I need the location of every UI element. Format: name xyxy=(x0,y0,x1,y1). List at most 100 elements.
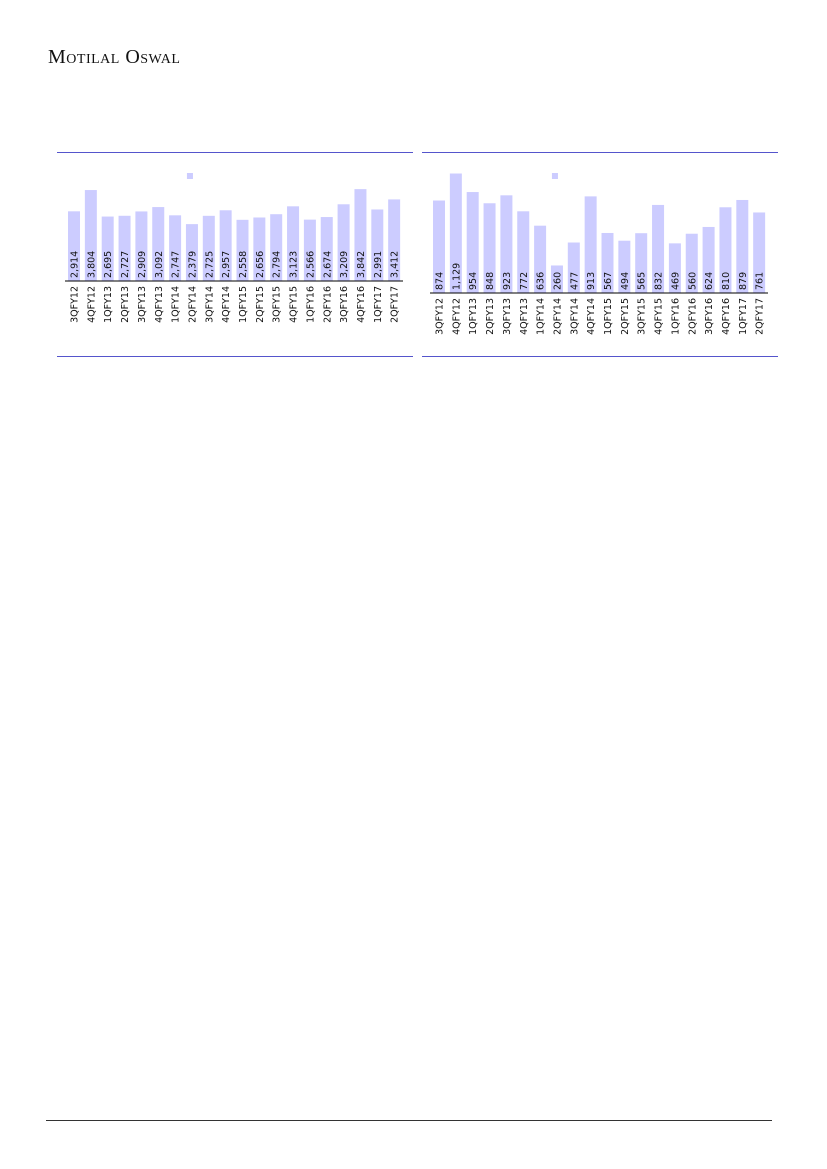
data-label: 477 xyxy=(569,272,580,290)
bar-chart-right: 874 3QFY12 1,129 4QFY12 954 1QFY13 848 2QFY13 92… xyxy=(422,152,778,357)
x-tick-label: 2QFY15 xyxy=(255,286,266,323)
data-label: 761 xyxy=(755,272,766,290)
x-tick-label: 2QFY17 xyxy=(390,286,401,323)
bar-2QFY16 xyxy=(320,217,333,281)
data-label: 2,379 xyxy=(187,251,198,278)
data-label: 2,656 xyxy=(255,251,266,278)
bar-4QFY14 xyxy=(219,210,232,281)
data-label: 2,991 xyxy=(373,251,384,278)
bar-4QFY14 xyxy=(584,196,597,293)
bar-4QFY12 xyxy=(84,190,97,281)
bar-2QFY13 xyxy=(118,215,131,281)
data-label: 3,123 xyxy=(289,251,300,278)
x-tick-label: 2QFY13 xyxy=(120,286,131,323)
x-tick-label: 3QFY15 xyxy=(637,298,648,335)
x-tick-label: 4QFY15 xyxy=(654,298,665,335)
bar-1QFY17 xyxy=(371,209,384,281)
bar-4QFY16 xyxy=(719,207,732,293)
x-tick-label: 3QFY13 xyxy=(502,298,513,335)
bar-4QFY13 xyxy=(517,211,530,293)
data-label: 3,209 xyxy=(339,251,350,278)
data-label: 3,412 xyxy=(390,251,401,278)
x-tick-label: 2QFY15 xyxy=(620,298,631,335)
data-label: 2,747 xyxy=(171,251,182,278)
data-label: 560 xyxy=(687,272,698,290)
x-tick-label: 1QFY13 xyxy=(103,286,114,323)
bar-2QFY15 xyxy=(618,240,631,293)
data-label: 2,957 xyxy=(221,251,232,278)
data-label: 624 xyxy=(704,272,715,290)
bar-3QFY15 xyxy=(635,233,648,293)
x-tick-label: 4QFY13 xyxy=(154,286,165,323)
x-tick-label: 1QFY15 xyxy=(603,298,614,335)
x-tick-label: 1QFY16 xyxy=(305,286,316,323)
data-label: 913 xyxy=(586,272,597,290)
x-tick-label: 1QFY17 xyxy=(373,286,384,323)
bar-1QFY15 xyxy=(601,232,614,293)
x-tick-label: 2QFY13 xyxy=(485,298,496,335)
x-tick-label: 3QFY13 xyxy=(137,286,148,323)
bar-1QFY16 xyxy=(668,243,681,293)
data-label: 636 xyxy=(536,272,547,290)
bar-1QFY14 xyxy=(169,215,182,281)
data-label: 3,842 xyxy=(356,251,367,278)
bar-4QFY16 xyxy=(354,189,367,281)
data-label: 2,674 xyxy=(322,251,333,278)
data-label: 879 xyxy=(738,272,749,290)
x-tick-label: 4QFY16 xyxy=(721,298,732,335)
bar-3QFY12 xyxy=(433,200,445,293)
x-tick-label: 2QFY17 xyxy=(755,298,766,335)
x-tick-label: 3QFY12 xyxy=(435,298,446,335)
x-tick-label: 1QFY15 xyxy=(238,286,249,323)
data-label: 810 xyxy=(721,272,732,290)
chart-svg: 2,914 3QFY12 3,804 4QFY12 2,695 1QFY13 2,727 2Q… xyxy=(65,173,403,323)
footer-divider xyxy=(46,1120,772,1121)
bar-3QFY13 xyxy=(135,211,148,281)
data-label: 567 xyxy=(603,272,614,290)
brand-logo: Motilal Oswal xyxy=(48,46,181,68)
data-label: 565 xyxy=(637,272,648,290)
data-label: 2,695 xyxy=(103,251,114,278)
bar-2QFY15 xyxy=(253,217,266,281)
data-label: 2,794 xyxy=(272,251,283,278)
data-label: 954 xyxy=(468,272,479,290)
bar-2QFY14 xyxy=(550,265,563,293)
bar-3QFY14 xyxy=(202,215,215,281)
data-label: 494 xyxy=(620,272,631,290)
bar-3QFY14 xyxy=(567,242,580,293)
data-label: 2,566 xyxy=(305,251,316,278)
data-label: 3,804 xyxy=(86,251,97,278)
bar-2QFY16 xyxy=(685,233,698,293)
bar-3QFY16 xyxy=(702,226,715,293)
data-label: 1,129 xyxy=(451,263,462,290)
bar-4QFY15 xyxy=(287,206,300,281)
bar-4QFY13 xyxy=(152,207,165,281)
bar-1QFY15 xyxy=(236,219,249,281)
x-tick-label: 3QFY12 xyxy=(70,286,81,323)
x-tick-label: 2QFY16 xyxy=(322,286,333,323)
bar-1QFY13 xyxy=(466,192,479,293)
legend-marker xyxy=(186,173,193,179)
bar-2QFY13 xyxy=(483,203,496,293)
data-label: 260 xyxy=(552,272,563,290)
x-tick-label: 3QFY15 xyxy=(272,286,283,323)
x-tick-label: 4QFY15 xyxy=(289,286,300,323)
data-label: 469 xyxy=(670,272,681,290)
x-tick-label: 3QFY14 xyxy=(204,286,215,323)
bar-3QFY16 xyxy=(337,204,350,281)
bar-chart-left: 2,914 3QFY12 3,804 4QFY12 2,695 1QFY13 2,727 2Q… xyxy=(57,152,413,357)
bar-1QFY16 xyxy=(303,219,316,281)
data-label: 2,727 xyxy=(120,251,131,278)
bar-2QFY17 xyxy=(388,199,401,281)
bar-1QFY13 xyxy=(101,216,114,281)
bar-3QFY15 xyxy=(270,214,283,281)
x-tick-label: 4QFY14 xyxy=(586,298,597,335)
bar-1QFY17 xyxy=(736,199,749,293)
x-tick-label: 3QFY14 xyxy=(569,298,580,335)
bar-2QFY14 xyxy=(185,224,198,281)
bar-4QFY12 xyxy=(449,173,462,293)
x-tick-label: 4QFY14 xyxy=(221,286,232,323)
x-tick-label: 4QFY12 xyxy=(86,286,97,323)
bar-2QFY17 xyxy=(753,212,766,293)
